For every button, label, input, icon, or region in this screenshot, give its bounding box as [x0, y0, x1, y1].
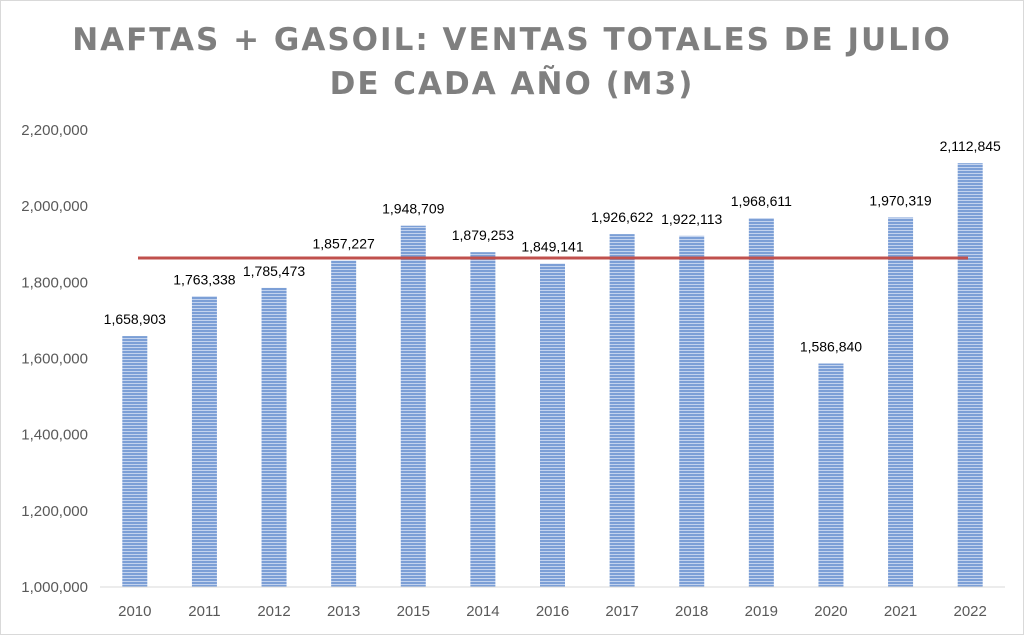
data-label: 1,658,903	[104, 311, 166, 327]
y-tick-label: 1,600,000	[21, 351, 88, 368]
bar-2018	[679, 235, 705, 588]
bar-2015	[400, 225, 426, 587]
chart-title-line-2: DE CADA AÑO (M3)	[329, 66, 695, 102]
x-tick-label: 2020	[814, 603, 847, 620]
chart-title-line-1: NAFTAS + GASOIL: VENTAS TOTALES DE JULIO	[72, 22, 952, 58]
y-tick-label: 2,200,000	[21, 122, 88, 139]
x-tick-label: 2018	[675, 603, 708, 620]
x-axis: 2010 2011 2012 2013 2015 2014 2016 2017 2018 2019…	[100, 586, 1005, 620]
x-tick-label: 2012	[257, 603, 290, 620]
y-tick-label: 1,000,000	[21, 579, 88, 596]
x-tick-label: 2011	[188, 603, 220, 620]
chart-title: NAFTAS + GASOIL: VENTAS TOTALES DE JULIO…	[0, 18, 1024, 106]
data-label: 1,970,319	[869, 192, 931, 208]
x-tick-label: 2022	[954, 603, 987, 620]
data-label: 2,112,845	[940, 138, 1001, 154]
data-label: 1,849,141	[521, 239, 583, 255]
x-tick-label: 2010	[118, 603, 151, 620]
data-labels: 1,658,903 1,763,338 1,785,473 1,857,227 1,94…	[104, 138, 1001, 354]
bar-2013	[331, 260, 357, 587]
data-label: 1,879,253	[452, 227, 514, 243]
bar-2020	[818, 363, 844, 587]
x-tick-label: 2015	[397, 603, 430, 620]
data-label: 1,586,840	[800, 339, 862, 355]
x-tick-label: 2016	[536, 603, 569, 620]
x-tick-label: 2021	[884, 603, 917, 620]
bar-series	[122, 163, 983, 588]
bar-2019	[748, 218, 774, 587]
x-tick-label: 2019	[745, 603, 778, 620]
data-label: 1,948,709	[382, 201, 444, 217]
bar-2022	[957, 163, 983, 587]
bar-2010	[122, 336, 148, 587]
x-tick-label: 2013	[327, 603, 360, 620]
bar-2017	[609, 234, 635, 587]
data-label: 1,763,338	[173, 271, 235, 287]
y-axis: 1,000,000 1,200,000 1,400,000 1,600,000 1,80…	[21, 122, 88, 596]
bar-2012	[261, 287, 287, 587]
bar-2016	[540, 263, 565, 587]
bar-2014	[470, 252, 496, 587]
bar-2011	[191, 296, 217, 587]
y-tick-label: 2,000,000	[21, 198, 88, 215]
y-tick-label: 1,800,000	[21, 274, 88, 291]
data-label: 1,857,227	[313, 236, 375, 252]
data-label: 1,785,473	[243, 263, 305, 279]
x-tick-label: 2014	[466, 603, 499, 620]
bar-2021	[888, 217, 914, 587]
y-tick-label: 1,200,000	[21, 503, 88, 520]
y-tick-label: 1,400,000	[21, 427, 88, 444]
data-label: 1,922,113	[661, 211, 722, 227]
data-label: 1,926,622	[591, 209, 653, 225]
data-label: 1,968,611	[731, 193, 792, 209]
x-tick-label: 2017	[605, 603, 638, 620]
